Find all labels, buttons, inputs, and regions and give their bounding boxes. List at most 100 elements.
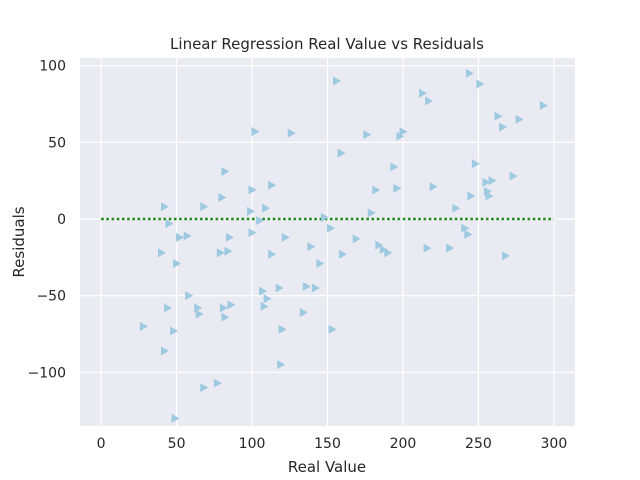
- data-point: [275, 283, 284, 293]
- data-point: [333, 76, 342, 86]
- data-point: [328, 324, 337, 334]
- data-point: [509, 171, 518, 181]
- data-point: [256, 216, 265, 226]
- data-point: [384, 248, 393, 258]
- data-point: [176, 232, 185, 242]
- data-point: [247, 206, 256, 216]
- data-point: [278, 324, 287, 334]
- data-point: [161, 202, 170, 212]
- data-point: [165, 219, 174, 229]
- data-point: [213, 378, 222, 388]
- data-point: [225, 232, 234, 242]
- data-point: [227, 300, 236, 310]
- x-tick-label: 250: [465, 436, 492, 452]
- data-point: [281, 232, 290, 242]
- data-point: [393, 183, 402, 193]
- data-point: [157, 248, 166, 258]
- data-point: [171, 413, 180, 423]
- data-point: [299, 308, 308, 318]
- data-point: [446, 243, 455, 253]
- x-tick-label: 300: [541, 436, 568, 452]
- data-point: [216, 248, 225, 258]
- x-tick-label: 100: [239, 436, 266, 452]
- data-point: [316, 258, 325, 268]
- data-point: [379, 245, 388, 255]
- y-tick-label: 50: [48, 135, 66, 151]
- data-point: [399, 127, 408, 137]
- data-point: [200, 383, 209, 393]
- data-point: [464, 229, 473, 239]
- x-tick-label: 200: [390, 436, 417, 452]
- data-point: [461, 223, 470, 233]
- data-point: [262, 203, 271, 213]
- data-point: [482, 177, 491, 187]
- chart-title: Linear Regression Real Value vs Residual…: [170, 35, 484, 53]
- data-point: [499, 122, 508, 132]
- data-point: [320, 212, 329, 222]
- data-point: [425, 96, 434, 106]
- data-point: [465, 68, 474, 78]
- data-point: [161, 346, 170, 356]
- data-point: [219, 303, 228, 313]
- data-point: [367, 208, 376, 218]
- data-point: [429, 182, 438, 192]
- data-point: [200, 202, 209, 212]
- data-point: [307, 242, 316, 252]
- data-point: [339, 249, 348, 259]
- y-axis-label: Residuals: [10, 206, 28, 277]
- data-point: [183, 231, 192, 241]
- data-point: [485, 191, 494, 201]
- data-point: [224, 246, 233, 256]
- data-point: [390, 162, 399, 172]
- data-point: [423, 243, 432, 253]
- data-point: [263, 294, 272, 304]
- data-point: [248, 185, 257, 195]
- data-point: [337, 148, 346, 158]
- y-tick-label: −50: [36, 289, 66, 305]
- data-point: [372, 185, 381, 195]
- x-axis-ticks: 0 50 100 150 200 250 300: [97, 436, 568, 452]
- data-point: [173, 258, 182, 268]
- y-tick-label: −100: [28, 365, 66, 381]
- data-point: [396, 131, 405, 141]
- x-tick-label: 0: [97, 436, 106, 452]
- data-points: [139, 68, 548, 423]
- data-point: [311, 283, 320, 293]
- data-point: [419, 88, 428, 98]
- data-point: [287, 128, 296, 138]
- data-point: [488, 176, 497, 186]
- data-point: [515, 114, 524, 124]
- data-point: [452, 203, 461, 213]
- y-axis-ticks: −100 −50 0 50 100: [28, 59, 66, 382]
- data-point: [195, 309, 204, 319]
- data-point: [170, 326, 179, 336]
- x-axis-label: Real Value: [288, 458, 366, 476]
- data-point: [467, 191, 476, 201]
- data-point: [268, 180, 277, 190]
- data-point: [327, 223, 336, 233]
- y-tick-label: 0: [57, 212, 66, 228]
- data-point: [251, 127, 260, 137]
- data-point: [302, 281, 311, 291]
- data-point: [259, 286, 268, 296]
- data-point: [218, 193, 227, 203]
- data-point: [375, 240, 384, 250]
- data-point: [502, 251, 511, 261]
- x-tick-label: 50: [168, 436, 186, 452]
- data-point: [164, 303, 173, 313]
- data-point: [221, 166, 230, 176]
- x-tick-label: 150: [314, 436, 341, 452]
- data-point: [363, 130, 372, 140]
- data-point: [268, 249, 277, 259]
- data-point: [539, 101, 548, 111]
- data-point: [476, 79, 485, 89]
- data-point: [248, 228, 257, 238]
- data-point: [185, 291, 194, 301]
- data-point: [260, 301, 269, 311]
- y-tick-label: 100: [39, 59, 66, 75]
- data-point: [494, 111, 503, 121]
- data-point: [277, 360, 286, 370]
- data-point: [139, 321, 148, 331]
- data-point: [221, 312, 230, 322]
- data-point: [471, 159, 480, 169]
